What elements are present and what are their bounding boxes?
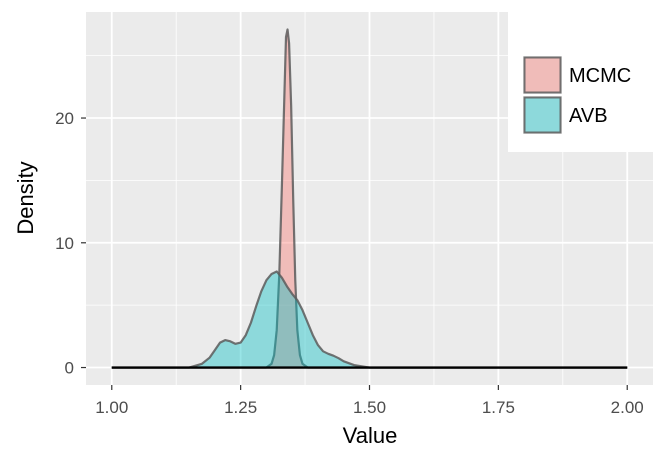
y-tick-label: 0 <box>65 359 74 378</box>
x-tick-label: 1.75 <box>482 398 515 417</box>
major-gridlines <box>86 12 653 385</box>
density-areas <box>111 28 628 369</box>
x-axis-title: Value <box>343 423 398 448</box>
y-axis-title: Density <box>13 161 38 234</box>
legend-item-mcmc: MCMC <box>523 56 631 94</box>
x-tick-label: 1.25 <box>224 398 257 417</box>
y-axis-ticks: 0 10 20 <box>55 109 86 378</box>
x-tick-label: 2.00 <box>611 398 644 417</box>
legend-swatch <box>523 56 562 94</box>
x-tick-label: 1.50 <box>353 398 386 417</box>
x-axis-ticks: 1.00 1.25 1.50 1.75 2.00 <box>95 385 644 417</box>
y-tick-label: 20 <box>55 109 74 128</box>
legend-swatch <box>523 96 562 134</box>
x-tick-label: 1.00 <box>95 398 128 417</box>
y-tick-label: 10 <box>55 234 74 253</box>
legend-label: MCMC <box>569 65 631 87</box>
legend-item-avb: AVB <box>523 96 608 134</box>
legend: MCMC AVB <box>508 12 653 152</box>
legend-key-background <box>523 96 562 134</box>
legend-key-background <box>523 56 562 94</box>
legend-label: AVB <box>569 105 608 127</box>
legend-items: MCMC AVB <box>523 56 631 134</box>
density-area-mcmc <box>111 28 628 369</box>
density-area-avb <box>111 270 628 369</box>
